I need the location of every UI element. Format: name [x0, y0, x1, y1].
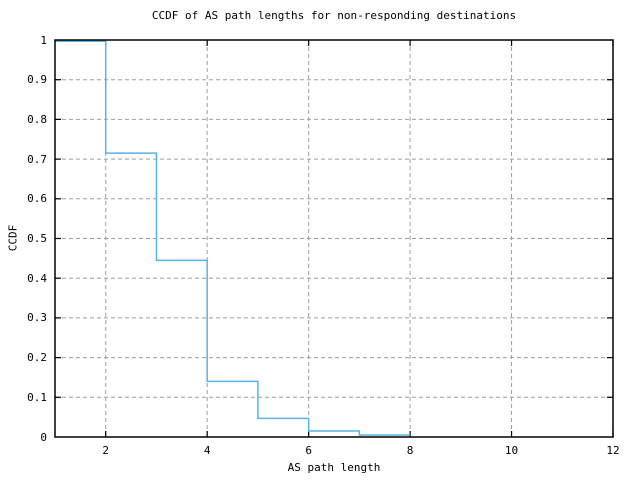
y-tick-label: 0.8 — [27, 112, 47, 126]
y-tick-label: 0.5 — [27, 232, 47, 245]
chart-title: CCDF of AS path lengths for non-respondi… — [151, 9, 517, 22]
x-axis-label: AS path length — [287, 461, 381, 474]
x-tick-label: 4 — [203, 444, 211, 457]
y-tick-label: 0.2 — [27, 351, 47, 365]
y-tick-label: 0.1 — [27, 390, 47, 404]
y-axis-label: CCDF — [6, 224, 20, 252]
y-tick-label: 0.4 — [27, 271, 47, 285]
x-tick-label: 10 — [504, 444, 519, 457]
y-tick-label: 0.3 — [27, 311, 47, 325]
x-tick-label: 2 — [102, 444, 110, 457]
ccdf-step-line — [55, 40, 411, 436]
y-tick-label: 0.7 — [27, 152, 47, 166]
x-tick-label: 8 — [406, 444, 414, 457]
y-tick-label: 1 — [40, 33, 47, 47]
x-tick-label: 6 — [305, 444, 312, 457]
y-tick-label: 0.6 — [27, 192, 47, 206]
y-tick-label: 0 — [40, 430, 47, 444]
plot-border — [54, 39, 614, 438]
y-tick-label: 0.9 — [27, 73, 47, 87]
x-tick-label: 12 — [606, 444, 620, 457]
